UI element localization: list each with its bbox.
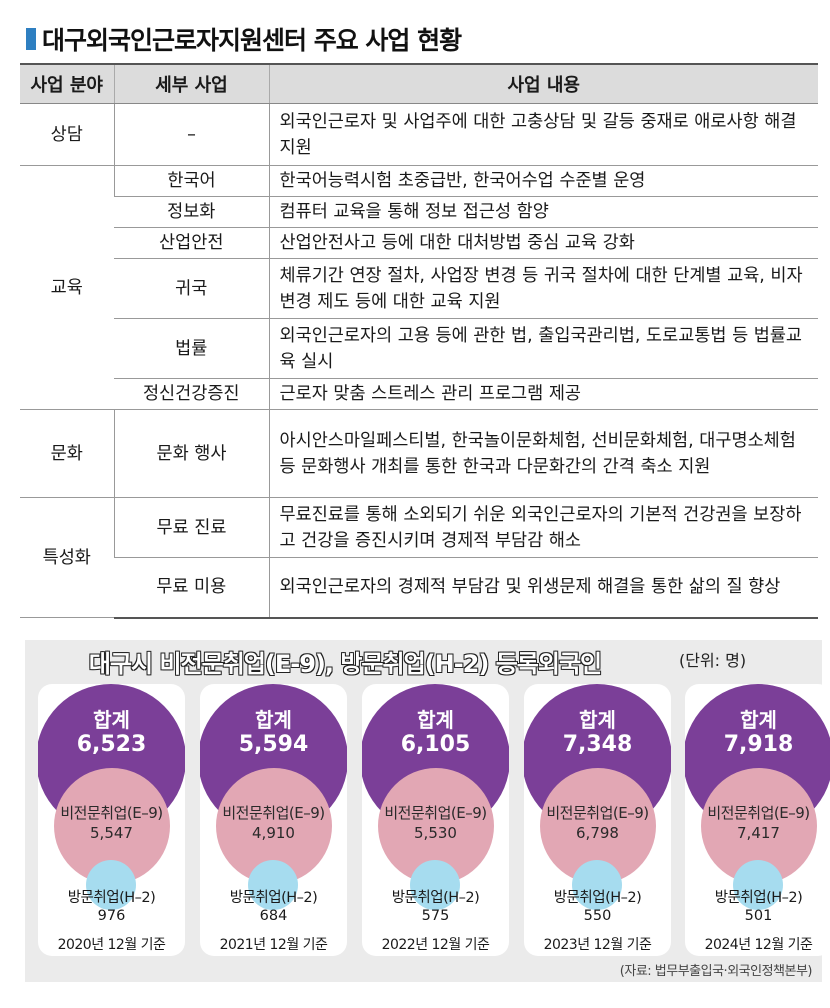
h2-value: 550 [583, 908, 612, 924]
h2-value: 684 [259, 908, 288, 924]
content-cell: 체류기간 연장 절차, 사업장 변경 등 귀국 절차에 대한 단계별 교육, 비… [268, 258, 818, 319]
year-card: 합계 7,918 비전문취업(E–9) 7,417 방문취업(H–2) 501 2024년 … [685, 684, 830, 956]
e9-label: 비전문취업(E–9) [222, 804, 325, 822]
total-label: 합계 [740, 708, 777, 732]
title-text: 대구외국인근로자지원센터 주요 사업 현황 [42, 26, 462, 55]
h2-value: 575 [421, 908, 450, 924]
year-card: 합계 5,594 비전문취업(E–9) 4,910 방문취업(H–2) 684 2021년 … [200, 684, 347, 956]
h2-label: 방문취업(H–2) [714, 890, 803, 906]
table-row: 산업안전 산업안전사고 등에 대한 대처방법 중심 교육 강화 [20, 227, 818, 259]
table-row: 정신건강증진 근로자 맞춤 스트레스 관리 프로그램 제공 [20, 378, 818, 410]
h2-label: 방문취업(H–2) [229, 890, 318, 906]
content-cell: 무료진료를 통해 소외되기 쉬운 외국인근로자의 기본적 건강권을 보장하고 건… [268, 497, 818, 558]
field-cell: 상담 [20, 103, 114, 166]
content-cell: 아시안스마일페스티벌, 한국놀이문화체험, 선비문화체험, 대구명소체험 등 문… [268, 409, 818, 498]
detail-cell: 법률 [114, 318, 269, 379]
total-value: 6,523 [76, 732, 147, 757]
detail-cell: 문화 행사 [113, 409, 269, 498]
total-label: 합계 [417, 708, 454, 732]
table-row: 특성화 무료 진료 무료진료를 통해 소외되기 쉬운 외국인근로자의 기본적 건… [20, 497, 818, 618]
detail-cell: – [113, 103, 269, 166]
total-label: 합계 [579, 708, 616, 732]
detail-cell: 산업안전 [114, 227, 269, 259]
content-cell: 외국인근로자 및 사업주에 대한 고충상담 및 갈등 중재로 애로사항 해결 지… [268, 103, 818, 166]
year-card: 합계 7,348 비전문취업(E–9) 6,798 방문취업(H–2) 550 2023년 … [524, 684, 671, 956]
date-label: 2022년 12월 기준 [381, 937, 490, 953]
infographic-panel: 대구시 비전문취업(E-9), 방문취업(H-2) 등록외국인 (단위: 명) … [25, 640, 830, 982]
date-label: 2020년 12월 기준 [57, 937, 166, 953]
unit-label: (단위: 명) [679, 651, 747, 670]
header-detail: 세부 사업 [113, 63, 269, 104]
business-table: 사업 분야 세부 사업 사업 내용 상담 – 외국인근로자 및 사업주에 대한 … [20, 63, 818, 619]
h2-label: 방문취업(H–2) [67, 890, 156, 906]
table-row: 귀국 체류기간 연장 절차, 사업장 변경 등 귀국 절차에 대한 단계별 교육… [20, 258, 818, 319]
content-cell: 근로자 맞춤 스트레스 관리 프로그램 제공 [268, 378, 818, 410]
field-cell: 특성화 [20, 497, 114, 618]
content-cell: 외국인근로자의 경제적 부담감 및 위생문제 해결을 통한 삶의 질 향상 [268, 557, 818, 619]
e9-value: 7,417 [737, 824, 780, 842]
h2-value: 501 [744, 908, 773, 924]
infographic-title: 대구시 비전문취업(E-9), 방문취업(H-2) 등록외국인 [88, 649, 602, 678]
e9-label: 비전문취업(E–9) [707, 804, 810, 822]
h2-circle [733, 860, 783, 910]
year-card: 합계 6,105 비전문취업(E–9) 5,530 방문취업(H–2) 575 2022년 … [362, 684, 509, 956]
h2-circle [86, 860, 136, 910]
table-row: 상담 – 외국인근로자 및 사업주에 대한 고충상담 및 갈등 중재로 애로사항… [20, 103, 818, 166]
h2-value: 976 [97, 908, 126, 924]
date-label: 2021년 12월 기준 [219, 937, 328, 953]
detail-cell: 귀국 [114, 258, 269, 319]
detail-cell: 정보화 [114, 196, 269, 228]
h2-circle [572, 860, 622, 910]
date-label: 2023년 12월 기준 [543, 937, 652, 953]
header-content: 사업 내용 [268, 63, 818, 104]
field-cell: 교육 [20, 165, 114, 410]
h2-label: 방문취업(H–2) [391, 890, 480, 906]
e9-label: 비전문취업(E–9) [384, 804, 487, 822]
e9-value: 6,798 [576, 824, 619, 842]
h2-circle [248, 860, 298, 910]
detail-cell: 무료 미용 [114, 557, 269, 619]
title-marker [26, 28, 36, 50]
total-value: 7,918 [723, 732, 794, 757]
content-cell: 산업안전사고 등에 대한 대처방법 중심 교육 강화 [268, 227, 818, 259]
total-value: 5,594 [238, 732, 309, 757]
total-value: 7,348 [562, 732, 633, 757]
h2-label: 방문취업(H–2) [553, 890, 642, 906]
total-label: 합계 [93, 708, 130, 732]
table-row: 무료 미용 외국인근로자의 경제적 부담감 및 위생문제 해결을 통한 삶의 질… [20, 557, 818, 619]
table-row: 문화 문화 행사 아시안스마일페스티벌, 한국놀이문화체험, 선비문화체험, 대… [20, 409, 818, 498]
header-field: 사업 분야 [20, 63, 114, 104]
e9-label: 비전문취업(E–9) [60, 804, 163, 822]
h2-circle [410, 860, 460, 910]
table-row: 교육 한국어 한국어능력시험 초중급반, 한국어수업 수준별 운영 [20, 165, 818, 410]
table-row: 법률 외국인근로자의 고용 등에 관한 법, 출입국관리법, 도로교통법 등 법… [20, 318, 818, 379]
e9-label: 비전문취업(E–9) [546, 804, 649, 822]
e9-value: 5,530 [414, 824, 457, 842]
source-note: (자료: 법무부출입국·외국인정책본부) [619, 964, 813, 979]
detail-cell: 정신건강증진 [114, 378, 269, 410]
e9-value: 5,547 [90, 824, 133, 842]
content-cell: 한국어능력시험 초중급반, 한국어수업 수준별 운영 [268, 165, 818, 197]
content-cell: 외국인근로자의 고용 등에 관한 법, 출입국관리법, 도로교통법 등 법률교육… [268, 318, 818, 379]
detail-cell: 무료 진료 [113, 497, 269, 558]
detail-cell: 한국어 [113, 165, 269, 197]
field-cell: 문화 [20, 409, 114, 498]
page-title: 대구외국인근로자지원센터 주요 사업 현황 [26, 22, 462, 56]
year-card: 합계 6,523 비전문취업(E–9) 5,547 방문취업(H–2) 976 2020년 … [38, 684, 185, 956]
e9-value: 4,910 [252, 824, 295, 842]
total-value: 6,105 [400, 732, 471, 757]
total-label: 합계 [255, 708, 292, 732]
table-header-row: 사업 분야 세부 사업 사업 내용 [20, 63, 818, 104]
table-row: 정보화 컴퓨터 교육을 통해 정보 접근성 함양 [20, 196, 818, 228]
content-cell: 컴퓨터 교육을 통해 정보 접근성 함양 [268, 196, 818, 228]
date-label: 2024년 12월 기준 [704, 937, 813, 953]
